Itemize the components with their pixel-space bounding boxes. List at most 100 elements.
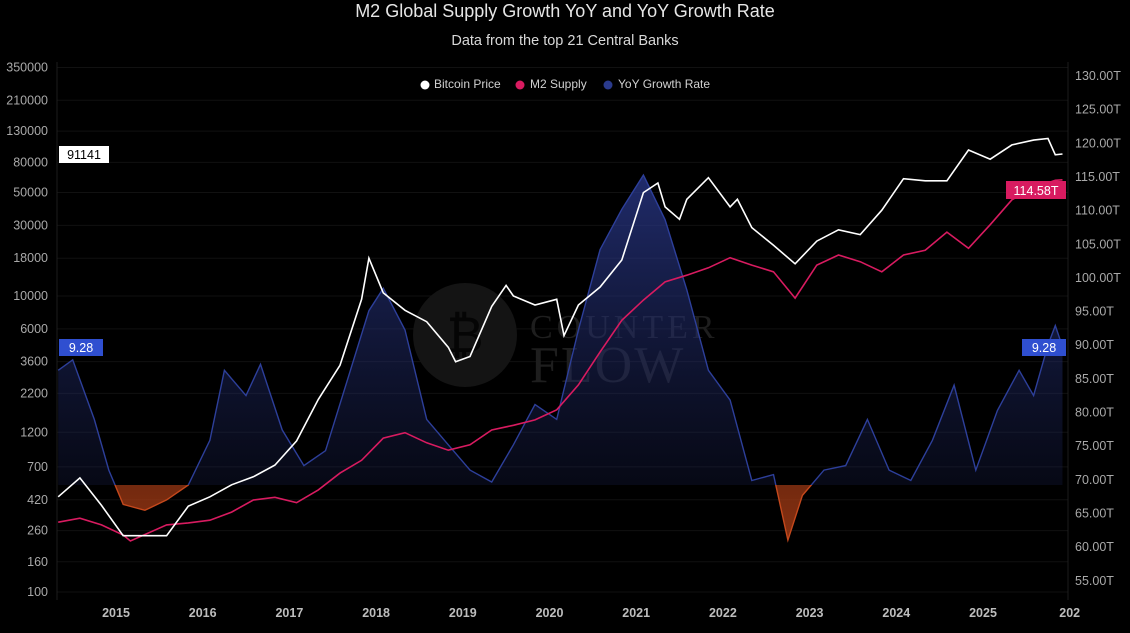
growth-point (707, 369, 709, 371)
bitcoin-point (1054, 154, 1056, 156)
bitcoin-point (642, 192, 644, 194)
growth-area-positive (58, 175, 1063, 485)
m2-point (968, 247, 970, 249)
m2-point (989, 224, 991, 226)
m2-last-value-label-text: 114.58T (1014, 184, 1059, 198)
left-tick-label: 1200 (20, 425, 48, 439)
m2-point (664, 281, 666, 283)
growth-point (866, 418, 868, 420)
growth-last-value-label-left: 9.28 (59, 339, 103, 356)
legend-item-growth[interactable]: YoY Growth Rate (603, 77, 711, 91)
bitcoin-point (505, 284, 507, 286)
right-tick-label: 110.00T (1075, 204, 1120, 218)
m2-point (129, 540, 131, 542)
m2-point (512, 424, 514, 426)
bitcoin-point (707, 177, 709, 179)
growth-point (729, 399, 731, 401)
bitcoin-point (664, 206, 666, 208)
growth-point (1018, 369, 1020, 371)
left-tick-label: 260 (27, 524, 48, 538)
m2-point (101, 524, 103, 526)
x-tick-label: 2025 (969, 606, 997, 620)
bitcoin-point (426, 321, 428, 323)
left-tick-label: 210000 (6, 93, 48, 107)
bitcoin-point (447, 346, 449, 348)
bitcoin-point (563, 335, 565, 337)
m2-point (642, 299, 644, 301)
bitcoin-point (534, 304, 536, 306)
growth-last-value-label-right-text: 9.28 (1032, 341, 1056, 355)
x-tick-label: 2015 (102, 606, 130, 620)
growth-point (122, 503, 124, 505)
growth-point (325, 450, 327, 452)
bitcoin-point (1011, 144, 1013, 146)
growth-point (801, 494, 803, 496)
growth-point (1054, 325, 1056, 327)
growth-point (303, 465, 305, 467)
bitcoin-point (339, 364, 341, 366)
m2-point (707, 267, 709, 269)
growth-point (346, 380, 348, 382)
growth-last-value-label-right: 9.28 (1022, 339, 1066, 356)
m2-point (946, 231, 948, 233)
m2-point (577, 384, 579, 386)
legend: Bitcoin Price M2 Supply YoY Growth Rate (420, 77, 711, 91)
m2-point (426, 442, 428, 444)
growth-point (599, 249, 601, 251)
m2-point (686, 274, 688, 276)
legend-item-bitcoin[interactable]: Bitcoin Price (420, 77, 502, 91)
left-tick-label: 80000 (13, 155, 48, 169)
x-tick-label: 2019 (449, 606, 477, 620)
bitcoin-point (1047, 137, 1049, 139)
growth-point (556, 418, 558, 420)
legend-item-m2[interactable]: M2 Supply (515, 77, 587, 91)
bitcoin-price-line (57, 137, 1063, 537)
x-tick-label: 2020 (536, 606, 564, 620)
growth-point (426, 418, 428, 420)
right-tick-label: 65.00T (1075, 506, 1114, 520)
bitcoin-point (1033, 139, 1035, 141)
growth-point (664, 219, 666, 221)
m2-point (1011, 199, 1013, 201)
bitcoin-point (209, 496, 211, 498)
growth-point (404, 329, 406, 331)
bitcoin-point (79, 477, 81, 479)
bitcoin-last-value-label: 91141 (59, 146, 109, 163)
bitcoin-point (729, 206, 731, 208)
m2-point (382, 437, 384, 439)
bitcoin-point (491, 305, 493, 307)
right-tick-label: 105.00T (1075, 237, 1121, 251)
bitcoin-point (252, 476, 254, 478)
growth-point (187, 484, 189, 486)
bitcoin-point (968, 149, 970, 151)
bitcoin-point (368, 257, 370, 259)
growth-point (512, 444, 514, 446)
bitcoin-point (838, 229, 840, 231)
growth-point (996, 410, 998, 412)
bitcoin-point (469, 356, 471, 358)
growth-last-value-label-left-text: 9.28 (69, 341, 93, 355)
growth-point (823, 469, 825, 471)
growth-point (245, 395, 247, 397)
growth-point (888, 469, 890, 471)
m2-point (187, 522, 189, 524)
m2-point (447, 449, 449, 451)
m2-point (751, 264, 753, 266)
right-tick-label: 120.00T (1075, 136, 1121, 150)
growth-point (281, 429, 283, 431)
bitcoin-point (455, 361, 457, 363)
right-tick-label: 55.00T (1075, 574, 1114, 588)
bitcoin-point (166, 535, 168, 537)
chart-subtitle: Data from the top 21 Central Banks (451, 33, 679, 49)
bitcoin-point (144, 535, 146, 537)
bitcoin-point (1061, 153, 1063, 155)
growth-point (209, 439, 211, 441)
m2-point (903, 254, 905, 256)
bitcoin-point (686, 198, 688, 200)
x-tick-label: 2016 (189, 606, 217, 620)
m2-point (122, 534, 124, 536)
m2-point (859, 261, 861, 263)
growth-point (686, 289, 688, 291)
bitcoin-point (751, 227, 753, 229)
right-tick-label: 80.00T (1075, 406, 1114, 420)
